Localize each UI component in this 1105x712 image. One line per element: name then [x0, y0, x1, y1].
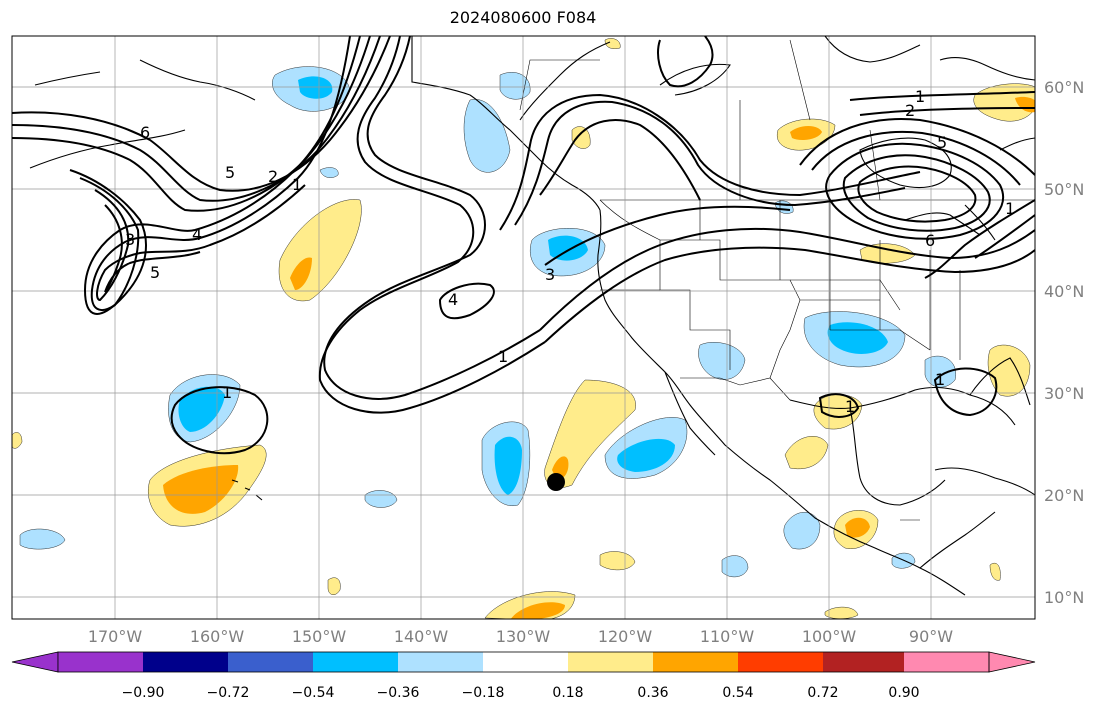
lon-label: 140°W — [394, 627, 449, 646]
contour-label: 1 — [498, 347, 508, 366]
lon-label: 110°W — [700, 627, 755, 646]
lat-label: 20°N — [1044, 486, 1084, 505]
cool-anomaly-region — [783, 512, 821, 550]
warm-anomaly-region — [327, 577, 341, 595]
colorbar-frame — [57, 651, 990, 673]
warm-anomaly-region — [571, 126, 591, 149]
contour-label: 4 — [192, 225, 202, 244]
cool-anomaly-core — [548, 235, 588, 261]
colorbar-label: 0.36 — [637, 685, 668, 701]
location-marker — [547, 473, 565, 491]
lat-label: 30°N — [1044, 384, 1084, 403]
shading-layer — [12, 38, 1035, 619]
lon-label: 150°W — [292, 627, 347, 646]
lat-label: 60°N — [1044, 78, 1084, 97]
cool-anomaly-core — [617, 438, 675, 472]
lon-label: 160°W — [190, 627, 245, 646]
contour-label: 3 — [545, 265, 555, 284]
contour-label: 1 — [1005, 199, 1015, 218]
colorbar-segment — [143, 652, 228, 672]
warm-anomaly-core — [790, 126, 822, 140]
cool-anomaly-region — [499, 72, 531, 100]
colorbar-label: 0.54 — [722, 685, 753, 701]
lon-label: 130°W — [496, 627, 551, 646]
latitude-labels: 60°N 50°N 40°N 30°N 20°N 10°N — [1044, 78, 1084, 607]
contour-label: 1 — [935, 370, 945, 389]
warm-anomaly-core — [163, 465, 239, 514]
contour-label-group: 6 5 2 1 3 4 5 4 3 1 1 1 2 5 6 1 1 1 — [125, 87, 1015, 416]
contour-label: 2 — [905, 101, 915, 120]
political-borders — [411, 36, 1035, 521]
contour-label: 1 — [845, 397, 855, 416]
cool-anomaly-region — [721, 555, 749, 578]
lat-label: 50°N — [1044, 180, 1084, 199]
contour-label: 1 — [222, 383, 232, 402]
warm-anomaly-region — [989, 562, 1001, 581]
colorbar-max-extend — [988, 651, 1036, 673]
contour-label: 4 — [448, 290, 458, 309]
contour-lines — [12, 36, 1035, 455]
colorbar-segment — [568, 652, 653, 672]
colorbar-segment — [653, 652, 738, 672]
colorbar-label: 0.90 — [888, 685, 919, 701]
cool-anomaly-region — [319, 167, 339, 178]
warm-anomaly-region — [987, 344, 1031, 397]
colorbar-label: 0.72 — [807, 685, 838, 701]
warm-anomaly-region — [604, 38, 621, 49]
cool-anomaly-region — [774, 200, 794, 214]
colorbar-label: −0.72 — [207, 685, 250, 701]
colorbar-label: −0.36 — [377, 685, 420, 701]
colorbar-segment — [398, 652, 483, 672]
contour-label: 1 — [292, 175, 302, 194]
lat-label: 10°N — [1044, 588, 1084, 607]
cool-anomaly-region — [924, 355, 956, 388]
colorbar-segment — [904, 652, 989, 672]
contour-label: 5 — [225, 163, 235, 182]
contour-label: 1 — [915, 87, 925, 106]
cool-anomaly-core — [494, 436, 522, 495]
lat-label: 40°N — [1044, 282, 1084, 301]
cool-anomaly-core — [178, 386, 225, 432]
warm-anomaly-core — [510, 602, 565, 619]
warm-anomaly-core — [845, 517, 870, 538]
cool-anomaly-region — [698, 342, 746, 380]
lon-label: 100°W — [802, 627, 857, 646]
contour-label: 3 — [125, 230, 135, 249]
colorbar-label: −0.90 — [122, 685, 165, 701]
contour-label: 5 — [937, 133, 947, 152]
map-title: 2024080600 F084 — [449, 8, 597, 27]
colorbar: −0.90 −0.72 −0.54 −0.36 −0.18 0.18 0.36 … — [11, 651, 1036, 701]
lon-label: 120°W — [598, 627, 653, 646]
warm-anomaly-region — [278, 199, 362, 302]
cool-anomaly-region — [463, 99, 511, 173]
cool-anomaly-region — [19, 528, 66, 550]
warm-anomaly-region — [824, 606, 859, 619]
colorbar-label: −0.18 — [462, 685, 505, 701]
colorbar-label: 0.18 — [552, 685, 583, 701]
warm-anomaly-region — [599, 551, 636, 571]
contour-label: 6 — [925, 231, 935, 250]
colorbar-label: −0.54 — [292, 685, 335, 701]
colorbar-segment — [313, 652, 398, 672]
colorbar-segment — [58, 652, 143, 672]
cool-anomaly-region — [364, 490, 398, 508]
longitude-labels: 170°W 160°W 150°W 140°W 130°W 120°W 110°… — [88, 627, 953, 646]
colorbar-segment — [823, 652, 904, 672]
lon-label: 90°W — [909, 627, 953, 646]
colorbar-segment — [228, 652, 313, 672]
contour-label: 5 — [150, 263, 160, 282]
colorbar-segment — [738, 652, 823, 672]
colorbar-segment — [483, 652, 568, 672]
warm-anomaly-region — [784, 436, 829, 470]
graticule — [12, 36, 1035, 619]
map-frame — [11, 35, 1036, 620]
colorbar-min-extend — [11, 651, 59, 673]
warm-anomaly-core — [290, 257, 312, 290]
cool-anomaly-core — [298, 76, 333, 99]
contour-label: 6 — [140, 123, 150, 142]
lon-label: 170°W — [88, 627, 143, 646]
warm-anomaly-region — [12, 432, 23, 449]
contour-label: 2 — [268, 167, 278, 186]
